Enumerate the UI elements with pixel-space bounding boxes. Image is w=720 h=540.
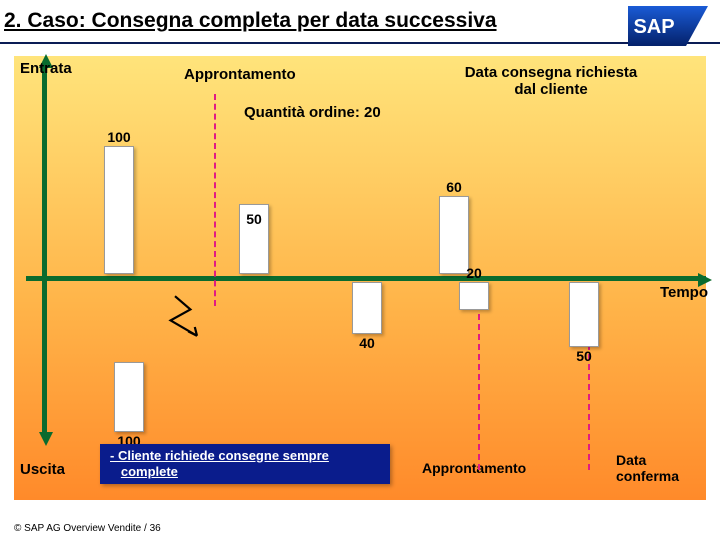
label-data-consegna: Data consegna richiesta dal cliente: [456, 64, 646, 98]
bar-100-out: 100: [114, 362, 144, 432]
bar-40-out: 40: [352, 282, 382, 334]
guide-line-2: [478, 284, 480, 470]
bar-100-in: 100: [104, 146, 134, 274]
slide-title: 2. Caso: Consegna completa per data succ…: [4, 9, 720, 33]
note-line1: - Cliente richiede consegne sempre: [110, 448, 329, 463]
x-axis: [26, 276, 706, 281]
bar-50-out: 50: [569, 282, 599, 347]
label-data-conferma: Data conferma: [616, 452, 686, 484]
label-uscita: Uscita: [20, 461, 65, 478]
y-axis: [42, 62, 47, 438]
chart-area: Entrata Approntamento Data consegna rich…: [14, 56, 706, 500]
bar-50-in: 50: [239, 204, 269, 274]
title-bar: 2. Caso: Consegna completa per data succ…: [0, 0, 720, 44]
label-approntamento-bot: Approntamento: [422, 460, 526, 476]
footer-copyright: © SAP AG Overview Vendite / 36: [14, 523, 161, 534]
label-approntamento-top: Approntamento: [184, 66, 296, 83]
guide-line-1: [214, 94, 216, 306]
svg-text:SAP: SAP: [633, 16, 674, 38]
note-line2: complete: [121, 464, 178, 479]
bar-60-in: 60: [439, 196, 469, 274]
lightning-icon: [164, 294, 208, 338]
label-quantita: Quantità ordine: 20: [244, 104, 381, 121]
bar-20-out: 20: [459, 282, 489, 310]
note-box: - Cliente richiede consegne sempre compl…: [100, 444, 390, 485]
label-tempo: Tempo: [660, 284, 708, 301]
sap-logo: SAP: [628, 6, 708, 46]
label-entrata: Entrata: [20, 60, 72, 77]
